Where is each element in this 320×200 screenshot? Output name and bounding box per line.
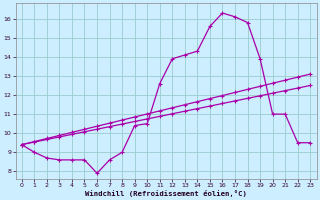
- X-axis label: Windchill (Refroidissement éolien,°C): Windchill (Refroidissement éolien,°C): [85, 190, 247, 197]
